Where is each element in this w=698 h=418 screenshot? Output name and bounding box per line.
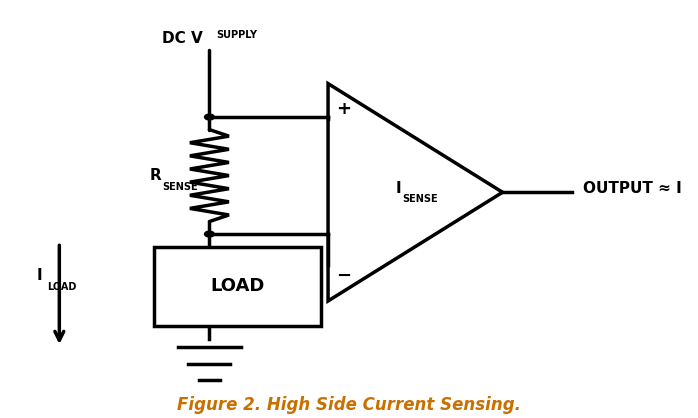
Text: DC V: DC V: [162, 31, 202, 46]
Text: −: −: [336, 267, 352, 285]
Text: +: +: [336, 100, 351, 118]
Text: I: I: [36, 268, 42, 283]
Circle shape: [205, 114, 214, 120]
Text: LOAD: LOAD: [210, 277, 265, 296]
Text: SENSE: SENSE: [403, 194, 438, 204]
Text: R: R: [150, 168, 162, 183]
Text: SENSE: SENSE: [162, 182, 198, 192]
Text: SUPPLY: SUPPLY: [216, 30, 258, 40]
Text: LOAD: LOAD: [47, 282, 76, 292]
Text: Figure 2. High Side Current Sensing.: Figure 2. High Side Current Sensing.: [177, 396, 521, 415]
Circle shape: [205, 231, 214, 237]
Bar: [154, 247, 321, 326]
Text: OUTPUT ≈ I: OUTPUT ≈ I: [583, 181, 681, 196]
Text: I: I: [396, 181, 401, 196]
